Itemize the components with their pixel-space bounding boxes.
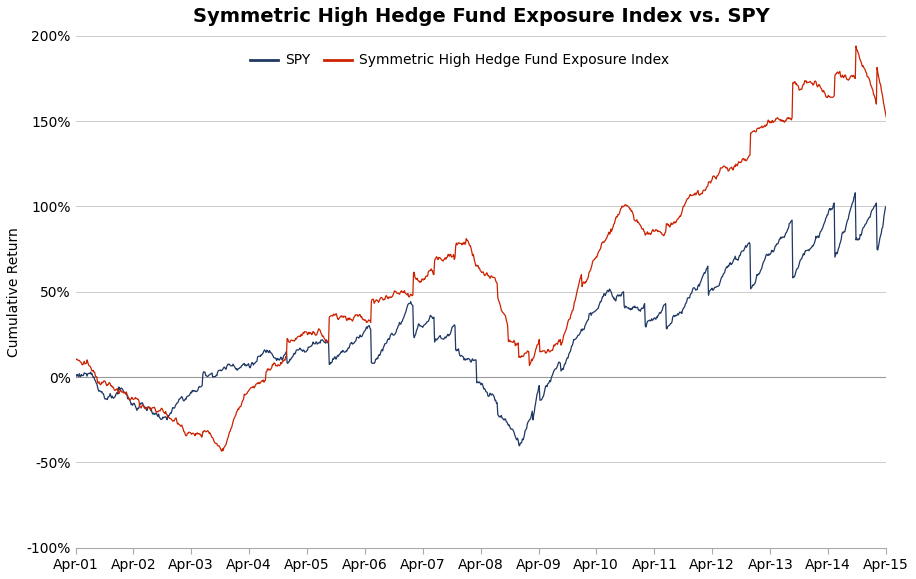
Legend: SPY, Symmetric High Hedge Fund Exposure Index: SPY, Symmetric High Hedge Fund Exposure … [245,48,674,73]
Y-axis label: Cumulative Return: Cumulative Return [7,227,21,357]
Title: Symmetric High Hedge Fund Exposure Index vs. SPY: Symmetric High Hedge Fund Exposure Index… [192,7,769,26]
